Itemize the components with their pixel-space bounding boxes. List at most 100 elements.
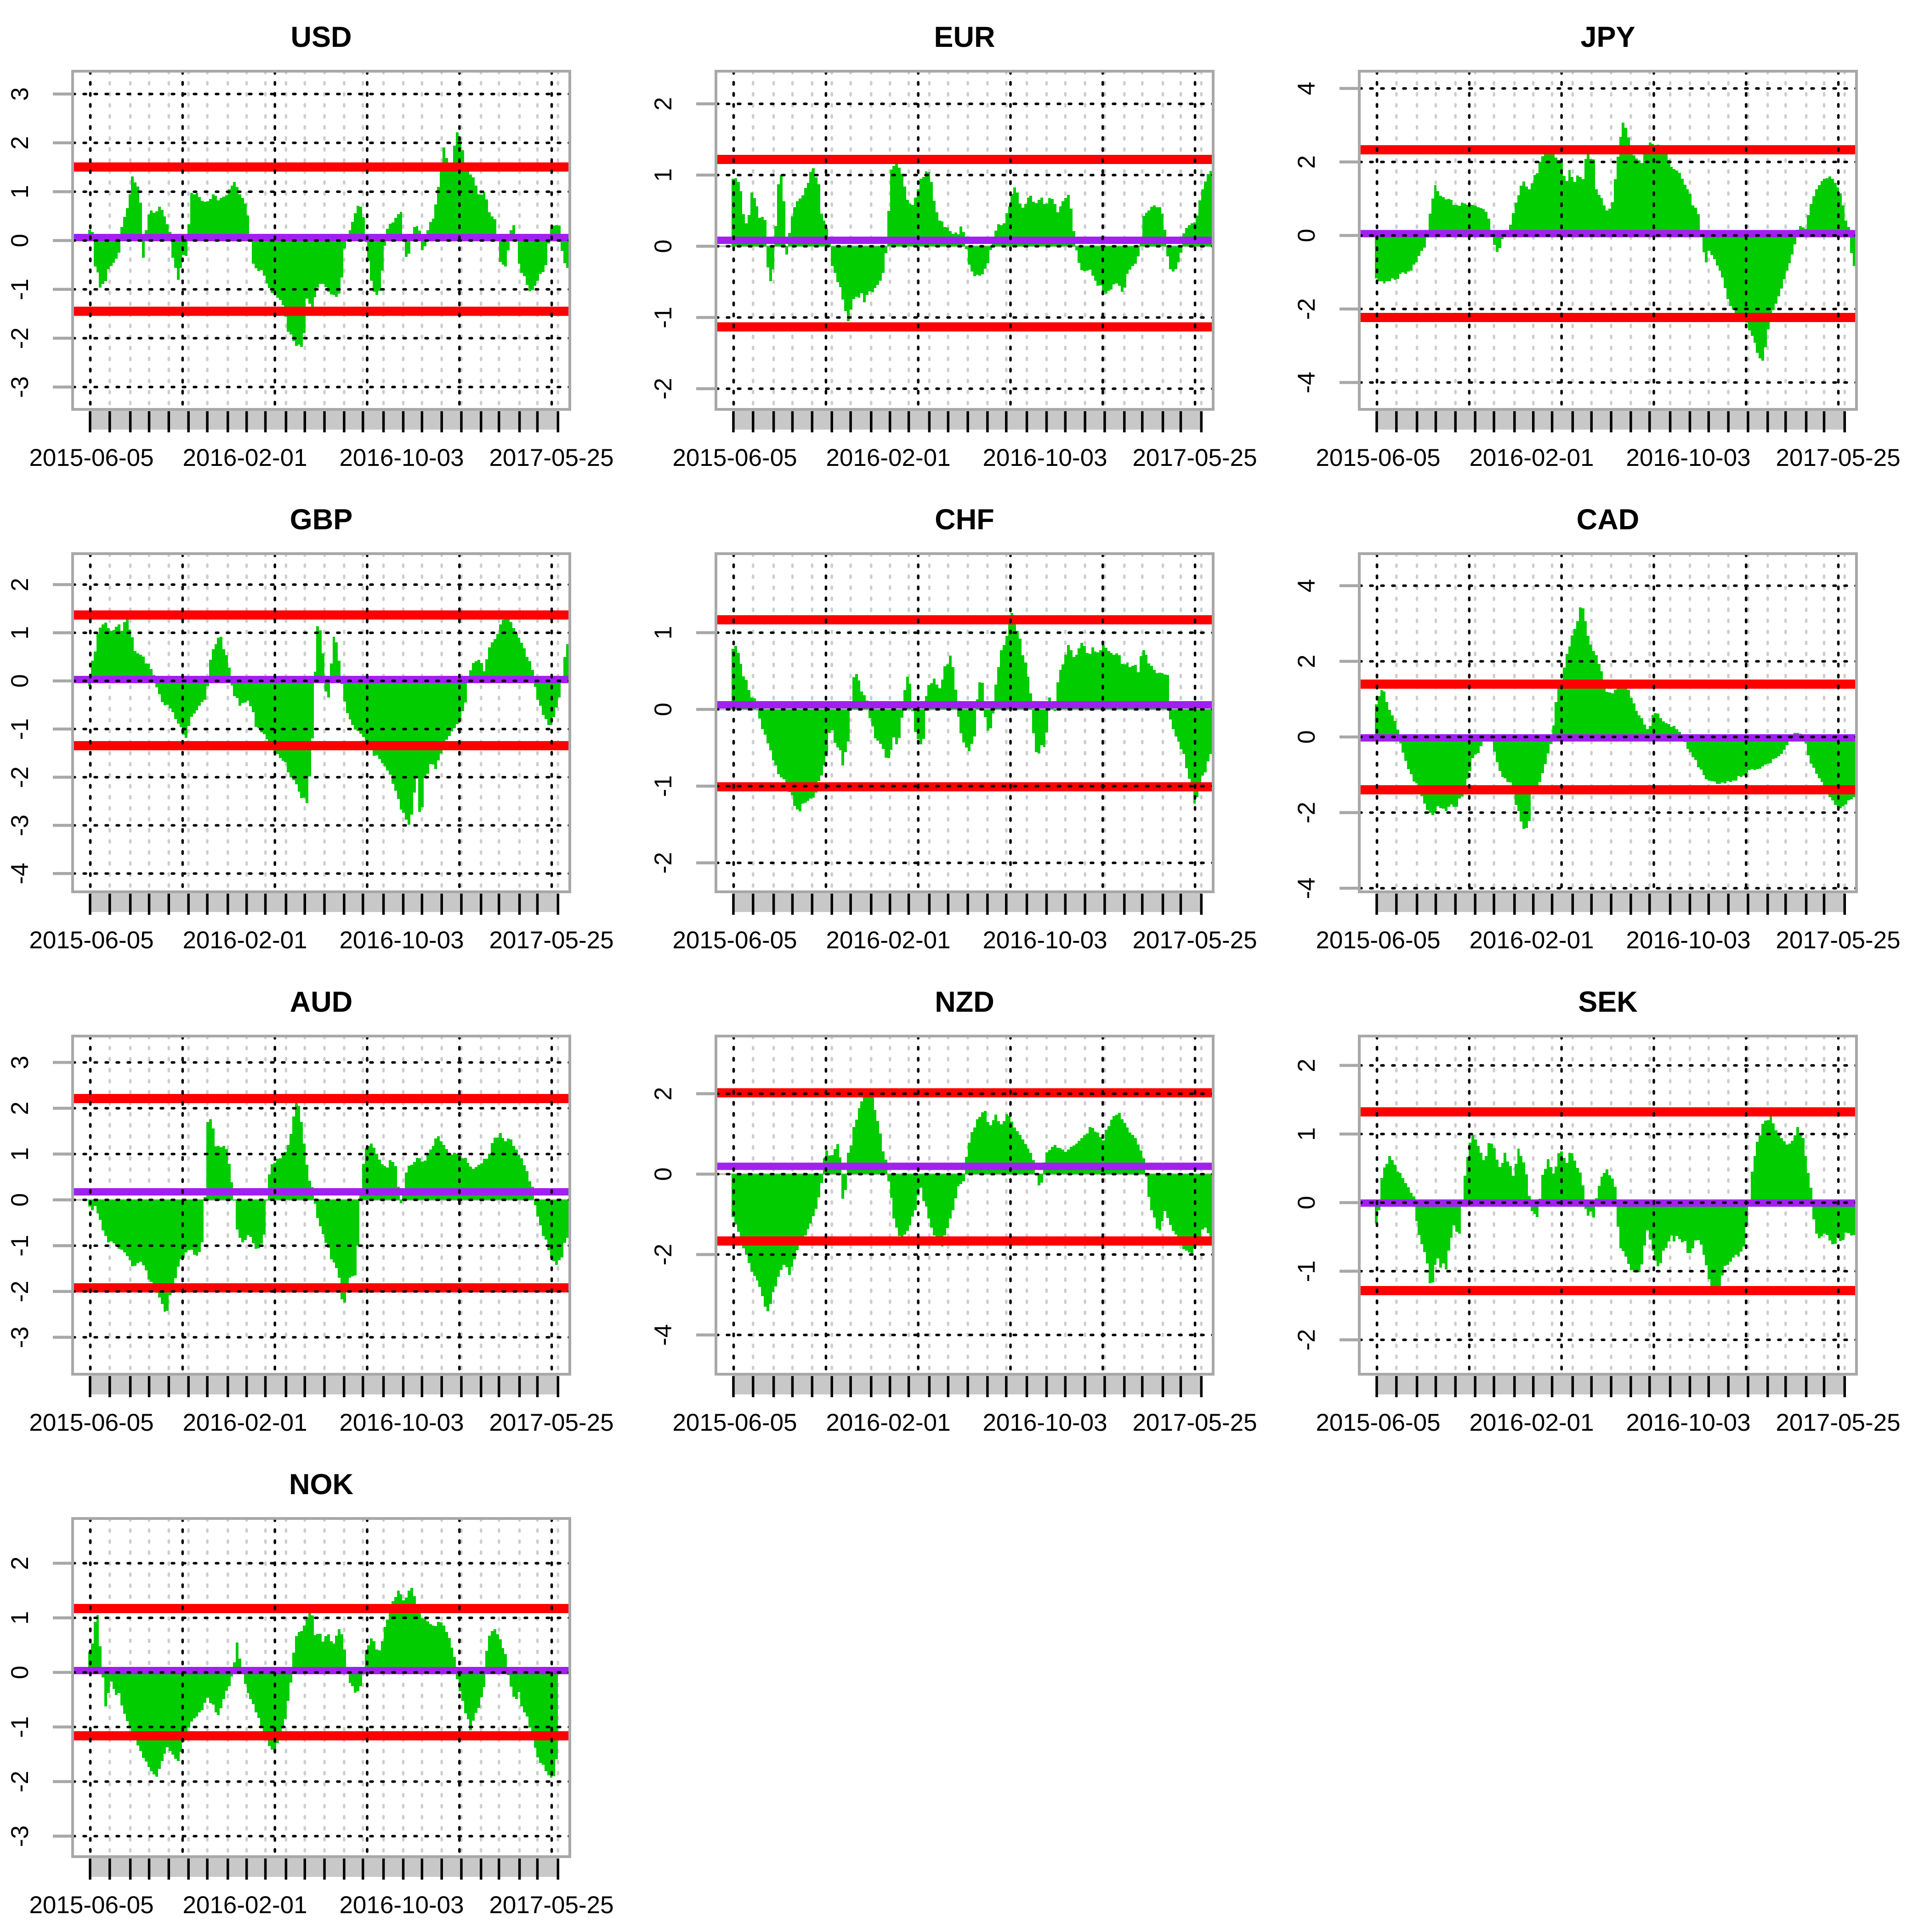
svg-text:2015-06-05: 2015-06-05: [29, 444, 153, 471]
svg-text:2: 2: [1293, 155, 1320, 169]
svg-text:1: 1: [6, 185, 34, 198]
svg-text:0: 0: [6, 674, 34, 687]
svg-text:2016-10-03: 2016-10-03: [339, 1409, 464, 1436]
svg-text:2016-10-03: 2016-10-03: [339, 1892, 464, 1919]
svg-text:2016-02-01: 2016-02-01: [182, 1892, 307, 1919]
svg-text:2: 2: [6, 1101, 34, 1115]
svg-text:1: 1: [6, 626, 34, 639]
svg-text:3: 3: [6, 1056, 34, 1069]
svg-text:NOK: NOK: [289, 1468, 353, 1501]
svg-text:3: 3: [6, 87, 34, 101]
svg-text:2016-10-03: 2016-10-03: [1626, 444, 1750, 471]
svg-text:2015-06-05: 2015-06-05: [29, 1892, 153, 1919]
svg-text:-2: -2: [6, 1280, 34, 1302]
svg-text:2015-06-05: 2015-06-05: [672, 1409, 797, 1436]
svg-text:0: 0: [6, 234, 34, 247]
svg-text:-3: -3: [6, 376, 34, 398]
svg-text:2016-02-01: 2016-02-01: [182, 927, 307, 954]
svg-text:2: 2: [1293, 1059, 1320, 1072]
svg-text:2: 2: [1293, 655, 1320, 668]
svg-text:-4: -4: [1293, 878, 1320, 899]
svg-text:-1: -1: [650, 775, 677, 797]
svg-text:-4: -4: [1293, 372, 1320, 393]
svg-text:2016-02-01: 2016-02-01: [182, 1409, 307, 1436]
svg-text:2016-02-01: 2016-02-01: [826, 927, 950, 954]
svg-text:0: 0: [1293, 730, 1320, 743]
svg-text:1: 1: [650, 626, 677, 639]
svg-text:2015-06-05: 2015-06-05: [672, 927, 797, 954]
svg-text:2017-05-25: 2017-05-25: [1776, 444, 1900, 471]
svg-text:GBP: GBP: [290, 504, 353, 536]
svg-text:0: 0: [650, 1167, 677, 1181]
svg-text:2016-10-03: 2016-10-03: [339, 444, 464, 471]
svg-text:CAD: CAD: [1577, 504, 1640, 536]
svg-text:2017-05-25: 2017-05-25: [1776, 927, 1900, 954]
svg-text:AUD: AUD: [290, 986, 353, 1018]
svg-text:2: 2: [6, 1557, 34, 1570]
svg-text:2017-05-25: 2017-05-25: [489, 927, 613, 954]
svg-text:-1: -1: [1293, 1260, 1320, 1282]
svg-text:4: 4: [1293, 82, 1320, 95]
svg-text:2016-10-03: 2016-10-03: [982, 444, 1107, 471]
svg-text:2017-05-25: 2017-05-25: [1132, 444, 1257, 471]
svg-text:-3: -3: [6, 815, 34, 836]
svg-text:-1: -1: [6, 718, 34, 740]
svg-text:0: 0: [1293, 229, 1320, 242]
svg-text:2016-02-01: 2016-02-01: [826, 444, 950, 471]
svg-text:2016-10-03: 2016-10-03: [339, 927, 464, 954]
svg-text:2016-10-03: 2016-10-03: [982, 927, 1107, 954]
svg-text:1: 1: [6, 1147, 34, 1161]
svg-text:2017-05-25: 2017-05-25: [489, 1409, 613, 1436]
svg-text:2016-10-03: 2016-10-03: [1626, 1409, 1750, 1436]
svg-text:4: 4: [1293, 579, 1320, 592]
svg-text:CHF: CHF: [935, 504, 994, 536]
svg-text:2015-06-05: 2015-06-05: [1316, 1409, 1440, 1436]
svg-text:2016-10-03: 2016-10-03: [982, 1409, 1107, 1436]
svg-text:-1: -1: [6, 278, 34, 300]
svg-text:0: 0: [650, 703, 677, 716]
svg-text:-4: -4: [6, 863, 34, 884]
svg-text:2015-06-05: 2015-06-05: [672, 444, 797, 471]
svg-text:-2: -2: [6, 328, 34, 349]
svg-text:SEK: SEK: [1578, 986, 1638, 1018]
svg-text:-1: -1: [6, 1235, 34, 1257]
svg-text:2017-05-25: 2017-05-25: [1132, 1409, 1257, 1436]
svg-text:USD: USD: [290, 21, 352, 53]
svg-text:NZD: NZD: [935, 986, 994, 1018]
svg-text:2015-06-05: 2015-06-05: [1316, 927, 1440, 954]
svg-text:2016-02-01: 2016-02-01: [1469, 444, 1594, 471]
svg-text:-3: -3: [6, 1825, 34, 1847]
svg-text:2016-02-01: 2016-02-01: [1469, 927, 1594, 954]
svg-text:2015-06-05: 2015-06-05: [29, 927, 153, 954]
svg-text:2015-06-05: 2015-06-05: [29, 1409, 153, 1436]
svg-text:2016-02-01: 2016-02-01: [826, 1409, 950, 1436]
svg-text:0: 0: [6, 1193, 34, 1207]
svg-text:-3: -3: [6, 1326, 34, 1348]
svg-text:0: 0: [6, 1666, 34, 1679]
svg-text:JPY: JPY: [1580, 21, 1635, 53]
svg-text:2015-06-05: 2015-06-05: [1316, 444, 1440, 471]
svg-text:-2: -2: [1293, 298, 1320, 320]
svg-text:1: 1: [6, 1611, 34, 1624]
svg-text:2: 2: [650, 97, 677, 110]
svg-text:-2: -2: [650, 378, 677, 399]
svg-text:1: 1: [1293, 1127, 1320, 1140]
svg-text:2: 2: [6, 136, 34, 149]
svg-text:-2: -2: [650, 1244, 677, 1265]
svg-text:2016-02-01: 2016-02-01: [1469, 1409, 1594, 1436]
svg-text:-2: -2: [650, 852, 677, 873]
svg-text:-1: -1: [6, 1716, 34, 1738]
svg-text:2016-10-03: 2016-10-03: [1626, 927, 1750, 954]
svg-text:2017-05-25: 2017-05-25: [1132, 927, 1257, 954]
svg-text:2017-05-25: 2017-05-25: [1776, 1409, 1900, 1436]
svg-text:2: 2: [650, 1087, 677, 1100]
svg-text:-2: -2: [1293, 1329, 1320, 1351]
svg-text:1: 1: [650, 168, 677, 181]
svg-text:-4: -4: [650, 1324, 677, 1346]
svg-text:-2: -2: [1293, 802, 1320, 823]
svg-text:2016-02-01: 2016-02-01: [182, 444, 307, 471]
svg-text:-2: -2: [6, 1771, 34, 1792]
svg-text:2017-05-25: 2017-05-25: [489, 1892, 613, 1919]
svg-text:0: 0: [1293, 1196, 1320, 1209]
svg-text:EUR: EUR: [934, 21, 995, 53]
